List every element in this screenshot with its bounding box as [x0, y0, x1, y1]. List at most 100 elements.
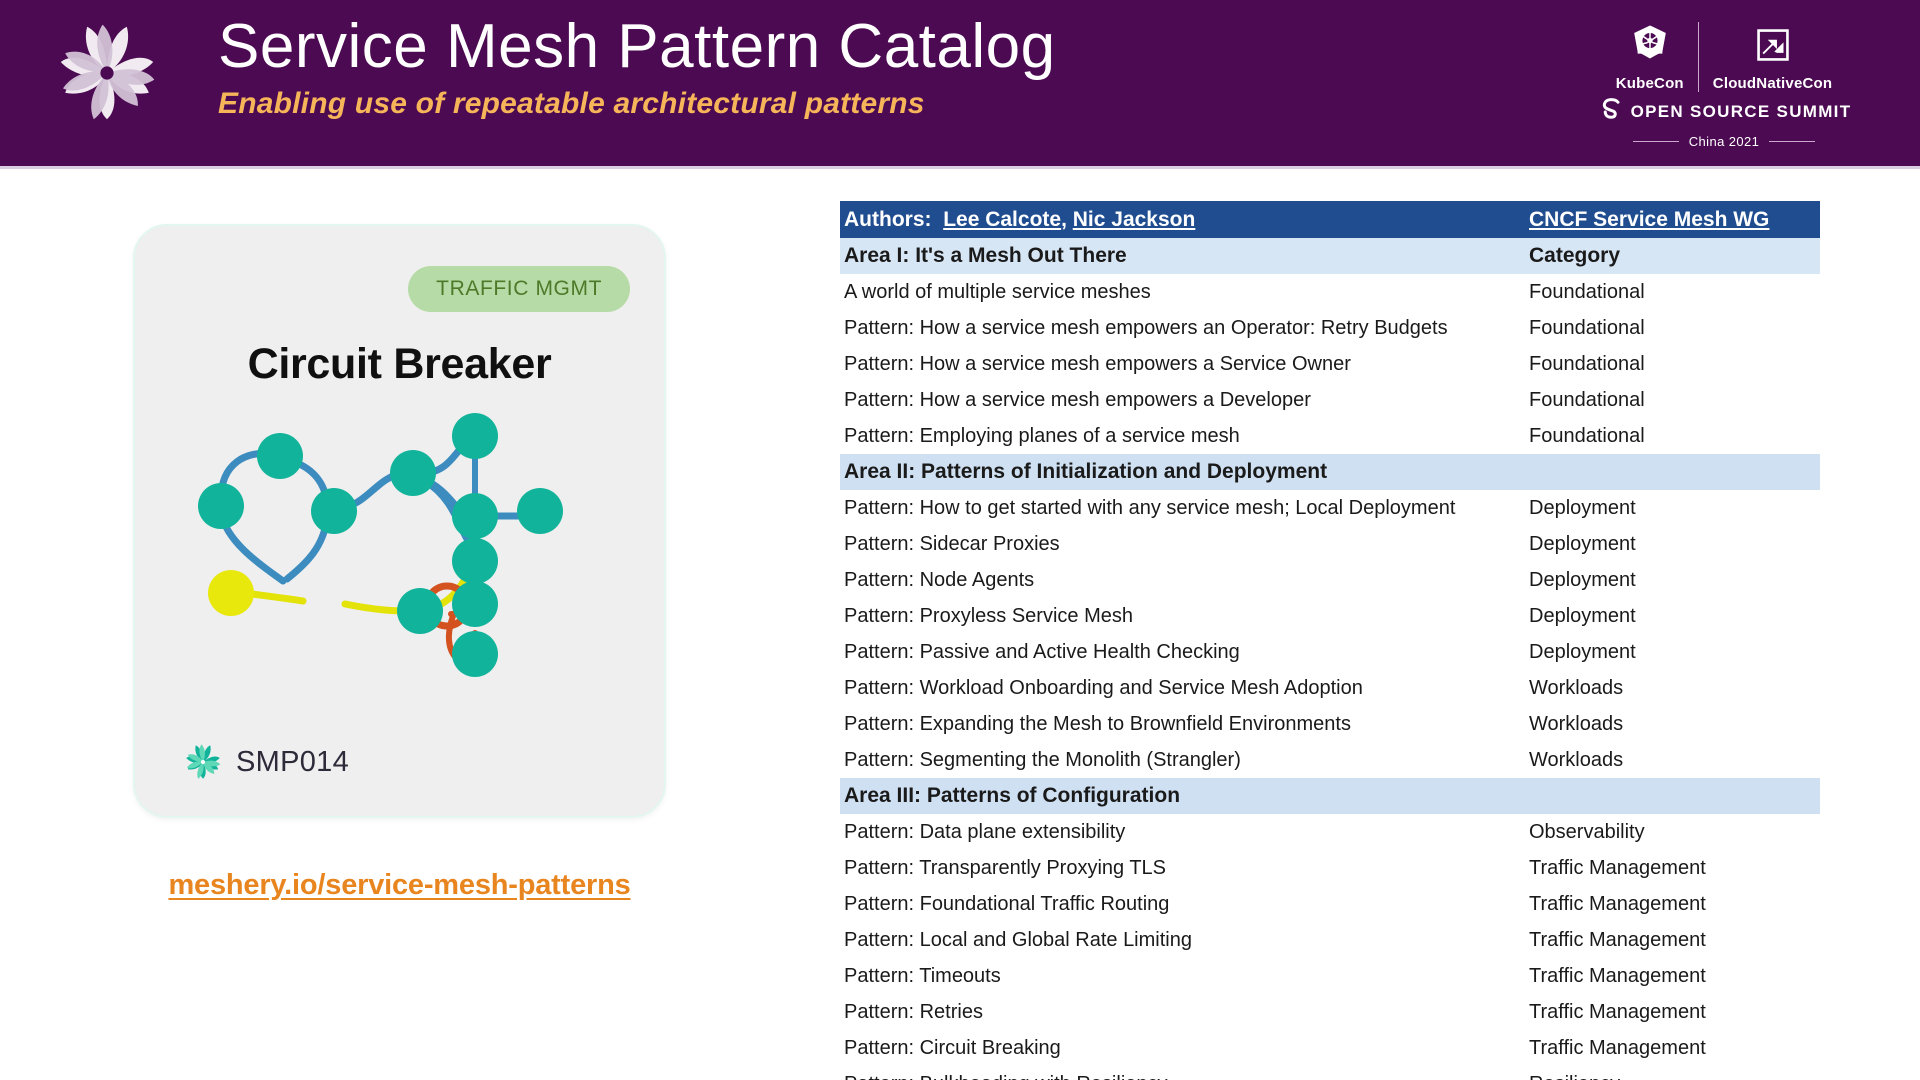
- pattern-name-cell: Pattern: Timeouts: [844, 964, 1001, 987]
- area-title-cell: Area III: Patterns of Configuration: [844, 784, 1181, 807]
- pattern-category-cell: Deployment: [1529, 640, 1636, 663]
- logo-divider: [1697, 22, 1699, 92]
- author-link-lee-calcote[interactable]: Lee Calcote: [943, 207, 1062, 231]
- catalog-pattern-row[interactable]: Pattern: How a service mesh empowers an …: [840, 310, 1820, 346]
- catalog-pattern-row[interactable]: Pattern: How to get started with any ser…: [840, 490, 1820, 526]
- catalog-pattern-row[interactable]: Pattern: Transparently Proxying TLS Traff…: [840, 850, 1820, 886]
- meshery-pinwheel-icon: [52, 14, 162, 132]
- year-rule-right: [1769, 141, 1816, 142]
- pattern-category-cell: Traffic Management: [1529, 892, 1706, 915]
- pattern-name-cell: Pattern: Sidecar Proxies: [844, 532, 1060, 555]
- authors-label: Authors:: [844, 207, 932, 231]
- category-badge: TRAFFIC MGMT: [408, 266, 630, 312]
- pattern-card-footer: SMP014: [183, 742, 349, 782]
- authors-cell: Authors: Lee Calcote, Nic Jackson: [840, 208, 1525, 232]
- authors-separator: ,: [1061, 207, 1073, 231]
- year-label: China 2021: [1688, 134, 1760, 149]
- cloudnativecon-logo: CloudNativeCon: [1699, 24, 1846, 92]
- catalog-pattern-row[interactable]: A world of multiple service meshes Founda…: [840, 274, 1820, 310]
- catalog-pattern-row[interactable]: Pattern: Passive and Active Health Check…: [840, 634, 1820, 670]
- catalog-pattern-row[interactable]: Pattern: Expanding the Mesh to Brownfiel…: [840, 706, 1820, 742]
- main-content: TRAFFIC MGMT Circuit Breaker: [0, 169, 1920, 1080]
- pattern-name-cell: Pattern: Workload Onboarding and Service…: [844, 676, 1363, 699]
- pattern-category-cell: Observability: [1529, 820, 1645, 843]
- catalog-authors-row: Authors: Lee Calcote, Nic Jackson CNCF S…: [840, 201, 1820, 238]
- pattern-name-cell: Pattern: Bulkheading with Resiliency: [840, 1073, 1525, 1080]
- catalog-area-header-row: Area III: Patterns of Configuration: [840, 778, 1820, 814]
- page-title: Service Mesh Pattern Catalog: [218, 12, 1056, 81]
- catalog-pattern-row[interactable]: Pattern: Timeouts Traffic Management: [840, 958, 1820, 994]
- cncf-box-icon: [1752, 24, 1794, 71]
- catalog-pattern-row[interactable]: Pattern: Workload Onboarding and Service…: [840, 670, 1820, 706]
- pattern-name-cell: Pattern: Passive and Active Health Check…: [844, 640, 1240, 663]
- meshery-pinwheel-icon: [183, 742, 223, 782]
- pattern-name-cell: Pattern: How a service mesh empowers a S…: [844, 352, 1351, 375]
- pattern-name-cell: Pattern: Employing planes of a service m…: [844, 424, 1240, 447]
- pattern-category-cell: Deployment: [1529, 532, 1636, 555]
- kubecon-logo: KubeCon: [1602, 22, 1698, 92]
- catalog-area-header-row: Area II: Patterns of Initialization and …: [840, 454, 1820, 490]
- pattern-category-cell: Deployment: [1529, 496, 1636, 519]
- catalog-pattern-row[interactable]: Pattern: Employing planes of a service m…: [840, 418, 1820, 454]
- area-category-cell: Category: [1529, 244, 1621, 267]
- pattern-category-cell: Traffic Management: [1529, 1000, 1706, 1023]
- pattern-name-cell: Pattern: Data plane extensibility: [844, 820, 1126, 843]
- catalog-pattern-row[interactable]: Pattern: How a service mesh empowers a D…: [840, 382, 1820, 418]
- catalog-pattern-row[interactable]: Pattern: Retries Traffic Management: [840, 994, 1820, 1030]
- open-source-summit-label: OPEN SOURCE SUMMIT: [1630, 101, 1852, 121]
- header-text-block: Service Mesh Pattern Catalog Enabling us…: [218, 12, 1056, 121]
- pattern-category-cell: Traffic Management: [1529, 964, 1706, 987]
- pattern-category-cell: Workloads: [1529, 676, 1624, 699]
- pattern-category-cell: Workloads: [1529, 748, 1624, 771]
- pattern-name-cell: Pattern: Transparently Proxying TLS: [844, 856, 1167, 879]
- area-title-cell: Area II: Patterns of Initialization and …: [844, 460, 1328, 483]
- service-mesh-network-diagram: [155, 411, 650, 721]
- pattern-category-cell: Foundational: [1529, 424, 1645, 447]
- open-source-summit-logo: OPEN SOURCE SUMMIT: [1574, 94, 1874, 129]
- pattern-name-cell: Pattern: How a service mesh empowers a D…: [844, 388, 1311, 411]
- catalog-pattern-row[interactable]: Pattern: Circuit Breaking Traffic Managem…: [840, 1030, 1820, 1066]
- pattern-name-cell: Pattern: Circuit Breaking: [844, 1036, 1061, 1059]
- pattern-name-cell: Pattern: Local and Global Rate Limiting: [844, 928, 1192, 951]
- catalog-link[interactable]: meshery.io/service-mesh-patterns: [133, 869, 666, 902]
- pattern-category-cell: Workloads: [1529, 712, 1624, 735]
- catalog-pattern-row[interactable]: Pattern: Proxyless Service Mesh Deploymen…: [840, 598, 1820, 634]
- pattern-card-title: Circuit Breaker: [247, 340, 552, 388]
- page-header: Service Mesh Pattern Catalog Enabling us…: [0, 0, 1920, 166]
- catalog-pattern-row[interactable]: Pattern: How a service mesh empowers a S…: [840, 346, 1820, 382]
- pattern-category-cell: Resiliency: [1525, 1073, 1820, 1080]
- pattern-name-cell: Pattern: How to get started with any ser…: [844, 496, 1456, 519]
- catalog-pattern-row[interactable]: Pattern: Bulkheading with ResiliencyResi…: [840, 1066, 1820, 1080]
- pattern-category-cell: Traffic Management: [1529, 1036, 1706, 1059]
- page-subtitle: Enabling use of repeatable architectural…: [218, 87, 925, 121]
- catalog-pattern-row[interactable]: Pattern: Node Agents Deployment: [840, 562, 1820, 598]
- pattern-category-cell: Foundational: [1529, 388, 1645, 411]
- pattern-name-cell: Pattern: Segmenting the Monolith (Strang…: [844, 748, 1241, 771]
- pattern-card[interactable]: TRAFFIC MGMT Circuit Breaker: [133, 224, 666, 818]
- pattern-name-cell: Pattern: How a service mesh empowers an …: [844, 316, 1448, 339]
- open-source-summit-s-icon: [1597, 94, 1627, 129]
- cloudnativecon-label: CloudNativeCon: [1712, 75, 1833, 92]
- working-group-link[interactable]: CNCF Service Mesh WG: [1529, 207, 1770, 231]
- header-divider: [0, 166, 1920, 169]
- catalog-row-list: Area I: It's a Mesh Out There Category A w…: [840, 238, 1820, 1080]
- area-title-cell: Area I: It's a Mesh Out There: [844, 244, 1127, 267]
- catalog-pattern-row[interactable]: Pattern: Segmenting the Monolith (Strang…: [840, 742, 1820, 778]
- working-group-cell: CNCF Service Mesh WG: [1525, 208, 1820, 232]
- pattern-name-cell: Pattern: Node Agents: [844, 568, 1035, 591]
- catalog-pattern-row[interactable]: Pattern: Local and Global Rate Limiting T…: [840, 922, 1820, 958]
- pattern-name-cell: Pattern: Expanding the Mesh to Brownfiel…: [844, 712, 1351, 735]
- catalog-pattern-row[interactable]: Pattern: Sidecar Proxies Deployment: [840, 526, 1820, 562]
- pattern-name-cell: Pattern: Proxyless Service Mesh: [844, 604, 1133, 627]
- kubecon-label: KubeCon: [1615, 75, 1684, 92]
- catalog-link-anchor[interactable]: meshery.io/service-mesh-patterns: [168, 869, 631, 901]
- catalog-pattern-row[interactable]: Pattern: Data plane extensibility Observa…: [840, 814, 1820, 850]
- pattern-category-cell: Foundational: [1529, 316, 1645, 339]
- pattern-name-cell: Pattern: Retries: [844, 1000, 983, 1023]
- conference-year: China 2021: [1574, 134, 1874, 149]
- author-link-nic-jackson[interactable]: Nic Jackson: [1072, 207, 1196, 231]
- pattern-category-cell: Foundational: [1529, 280, 1645, 303]
- pattern-category-cell: Traffic Management: [1529, 856, 1706, 879]
- catalog-pattern-row[interactable]: Pattern: Foundational Traffic Routing Tra…: [840, 886, 1820, 922]
- kubernetes-helm-icon: [1628, 22, 1672, 71]
